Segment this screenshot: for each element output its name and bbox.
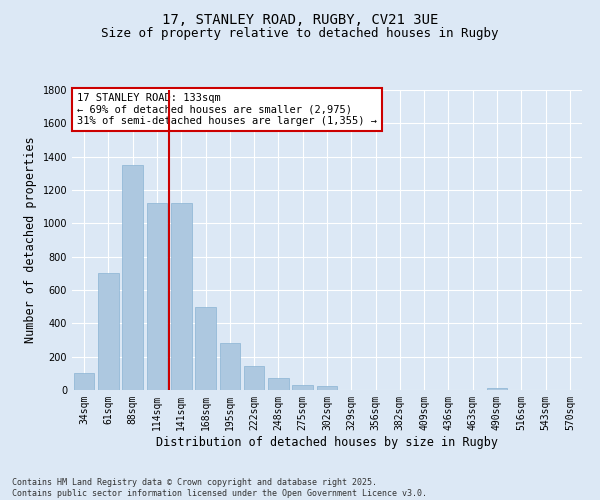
Bar [268,378,289,390]
Text: Contains HM Land Registry data © Crown copyright and database right 2025.
Contai: Contains HM Land Registry data © Crown c… [12,478,427,498]
Bar [98,274,119,390]
Bar [487,388,508,390]
Text: Size of property relative to detached houses in Rugby: Size of property relative to detached ho… [101,28,499,40]
Bar [195,306,216,390]
Bar [292,385,313,390]
Bar [171,202,191,390]
Y-axis label: Number of detached properties: Number of detached properties [24,136,37,344]
Bar [244,366,265,390]
Bar [122,165,143,390]
Bar [74,374,94,390]
Bar [146,202,167,390]
Bar [317,386,337,390]
Bar [220,344,240,390]
Text: 17, STANLEY ROAD, RUGBY, CV21 3UE: 17, STANLEY ROAD, RUGBY, CV21 3UE [162,12,438,26]
Text: 17 STANLEY ROAD: 133sqm
← 69% of detached houses are smaller (2,975)
31% of semi: 17 STANLEY ROAD: 133sqm ← 69% of detache… [77,93,377,126]
X-axis label: Distribution of detached houses by size in Rugby: Distribution of detached houses by size … [156,436,498,448]
